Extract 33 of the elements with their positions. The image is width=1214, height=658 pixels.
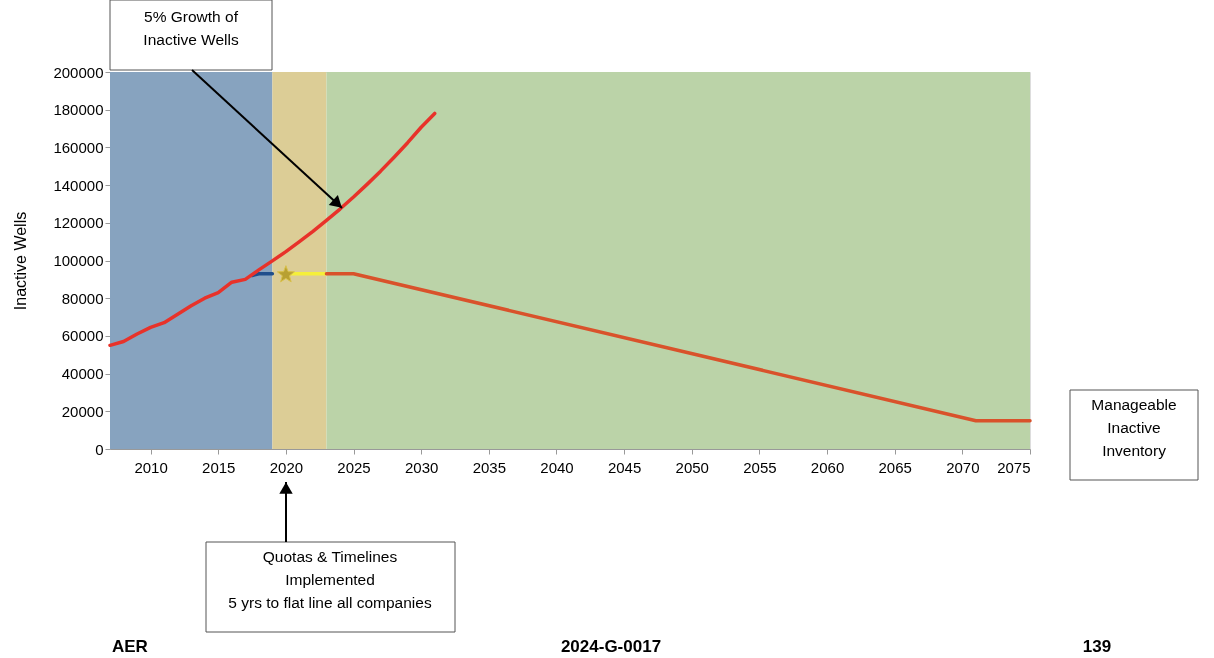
y-tick-label: 40000	[61, 365, 104, 383]
x-tick-label: 2065	[878, 458, 912, 476]
y-tick-label: 140000	[53, 176, 104, 194]
y-tick-label: 60000	[61, 327, 104, 345]
x-tick-label: 2030	[404, 458, 439, 476]
y-tick-label: 0	[95, 440, 104, 458]
x-tick-label: 2010	[134, 458, 168, 476]
x-tick-label: 2050	[675, 458, 709, 476]
x-tick-label: 2060	[810, 458, 845, 476]
text: 5% Growth of Inactive Wells	[143, 8, 239, 48]
x-tick-label: 2070	[946, 458, 980, 476]
y-tick-label: 120000	[53, 214, 104, 232]
y-tick-label: 200000	[53, 63, 104, 81]
text: Manageable Inactive Inventory	[1091, 396, 1177, 459]
x-tick-label: 2015	[202, 458, 236, 476]
line-series	[108, 111, 437, 348]
text: Quotas & Timelines Implemented 5 yrs to flat line all companies	[228, 548, 432, 611]
x-tick-label: 2040	[540, 458, 574, 476]
y-tick-label: 160000	[53, 138, 104, 156]
y-tick-label: 100000	[53, 252, 104, 269]
x-tick-label: 2020	[269, 458, 304, 476]
y-axis-title: Inactive Wells	[11, 211, 29, 311]
x-tick-label: 2075	[997, 458, 1031, 476]
x-tick-label: 2045	[607, 458, 642, 476]
text: 139	[1082, 637, 1112, 656]
x-tick-label: 2055	[743, 458, 777, 476]
text: AER	[112, 637, 148, 656]
x-tick-label: 2035	[472, 458, 507, 476]
y-tick-label: 20000	[61, 402, 104, 420]
x-tick-label: 2025	[337, 458, 371, 476]
y-tick-label: 80000	[61, 289, 104, 307]
text: 2024-G-0017	[560, 637, 662, 656]
y-tick-label: 180000	[53, 101, 104, 119]
